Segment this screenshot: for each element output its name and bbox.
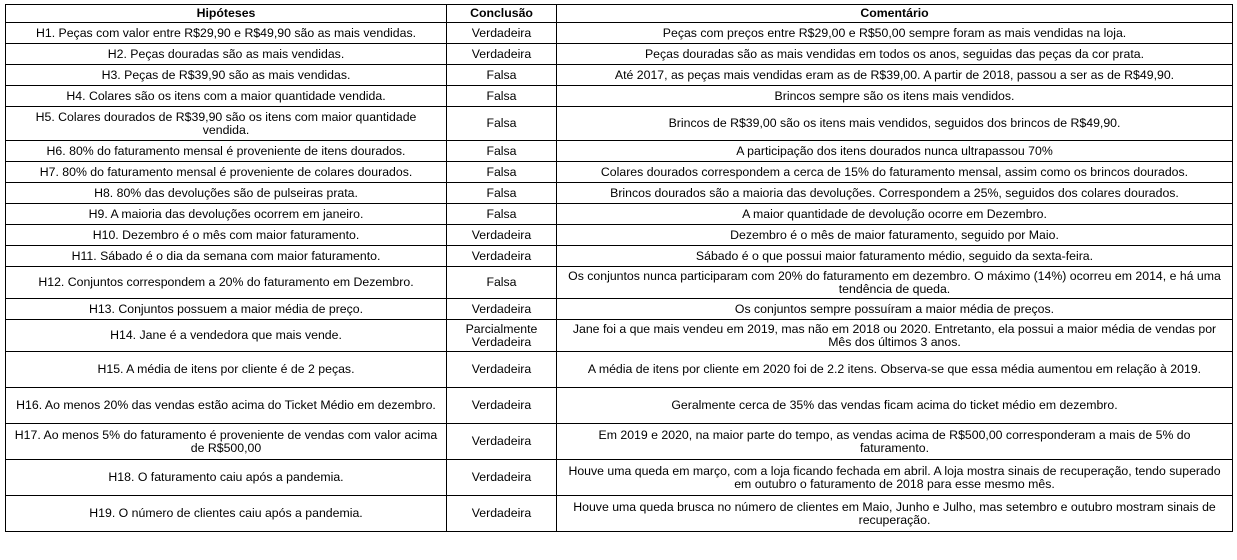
hypothesis-cell: H10. Dezembro é o mês com maior faturame…: [5, 224, 447, 246]
hypothesis-cell: H17. Ao menos 5% do faturamento é proven…: [5, 423, 447, 460]
comment-cell: Brincos sempre são os itens mais vendido…: [556, 85, 1233, 107]
hypothesis-cell: H4. Colares são os itens com a maior qua…: [5, 85, 447, 107]
header-conclusao: Conclusão: [446, 4, 557, 23]
table-row: H4. Colares são os itens com a maior qua…: [5, 85, 1233, 107]
conclusion-cell: Falsa: [446, 64, 557, 86]
conclusion-cell: Falsa: [446, 161, 557, 183]
comment-cell: A participação dos itens dourados nunca …: [556, 140, 1233, 162]
table-row: H7. 80% do faturamento mensal é provenie…: [5, 161, 1233, 183]
hypothesis-cell: H16. Ao menos 20% das vendas estão acima…: [5, 387, 447, 424]
hypothesis-cell: H5. Colares dourados de R$39,90 são os i…: [5, 106, 447, 141]
comment-cell: A média de itens por cliente em 2020 foi…: [556, 351, 1233, 388]
header-row: Hipóteses Conclusão Comentário: [5, 4, 1233, 23]
comment-cell: Houve uma queda brusca no número de clie…: [556, 495, 1233, 532]
table-row: H16. Ao menos 20% das vendas estão acima…: [5, 387, 1233, 424]
comment-cell: Jane foi a que mais vendeu em 2019, mas …: [556, 319, 1233, 352]
hypothesis-cell: H12. Conjuntos correspondem a 20% do fat…: [5, 266, 447, 299]
comment-cell: Em 2019 e 2020, na maior parte do tempo,…: [556, 423, 1233, 460]
hypothesis-cell: H14. Jane é a vendedora que mais vende.: [5, 319, 447, 352]
table-body: H1. Peças com valor entre R$29,90 e R$49…: [5, 22, 1233, 532]
table-row: H8. 80% das devoluções são de pulseiras …: [5, 182, 1233, 204]
comment-cell: Brincos dourados são a maioria das devol…: [556, 182, 1233, 204]
table-row: H9. A maioria das devoluções ocorrem em …: [5, 203, 1233, 225]
comment-cell: Geralmente cerca de 35% das vendas ficam…: [556, 387, 1233, 424]
comment-cell: Peças com preços entre R$29,00 e R$50,00…: [556, 22, 1233, 44]
conclusion-cell: Verdadeira: [446, 298, 557, 320]
conclusion-cell: Verdadeira: [446, 43, 557, 65]
conclusion-cell: Verdadeira: [446, 224, 557, 246]
header-hipoteses: Hipóteses: [5, 4, 447, 23]
comment-cell: Sábado é o que possui maior faturamento …: [556, 245, 1233, 267]
conclusion-cell: Verdadeira: [446, 423, 557, 460]
comment-cell: Até 2017, as peças mais vendidas eram as…: [556, 64, 1233, 86]
comment-cell: Os conjuntos nunca participaram com 20% …: [556, 266, 1233, 299]
table-row: H13. Conjuntos possuem a maior média de …: [5, 298, 1233, 320]
hypothesis-cell: H2. Peças douradas são as mais vendidas.: [5, 43, 447, 65]
hypothesis-cell: H3. Peças de R$39,90 são as mais vendida…: [5, 64, 447, 86]
conclusion-cell: Parcialmente Verdadeira: [446, 319, 557, 352]
hypothesis-cell: H6. 80% do faturamento mensal é provenie…: [5, 140, 447, 162]
conclusion-cell: Verdadeira: [446, 245, 557, 267]
conclusion-cell: Verdadeira: [446, 351, 557, 388]
conclusion-cell: Verdadeira: [446, 459, 557, 496]
table-header: Hipóteses Conclusão Comentário: [5, 4, 1233, 23]
table-row: H2. Peças douradas são as mais vendidas.…: [5, 43, 1233, 65]
hypothesis-cell: H1. Peças com valor entre R$29,90 e R$49…: [5, 22, 447, 44]
table-row: H17. Ao menos 5% do faturamento é proven…: [5, 423, 1233, 460]
comment-cell: Brincos de R$39,00 são os itens mais ven…: [556, 106, 1233, 141]
table-row: H18. O faturamento caiu após a pandemia.…: [5, 459, 1233, 496]
conclusion-cell: Verdadeira: [446, 387, 557, 424]
hypothesis-cell: H13. Conjuntos possuem a maior média de …: [5, 298, 447, 320]
table-row: H11. Sábado é o dia da semana com maior …: [5, 245, 1233, 267]
table-row: H5. Colares dourados de R$39,90 são os i…: [5, 106, 1233, 141]
conclusion-cell: Verdadeira: [446, 22, 557, 44]
header-comentario: Comentário: [556, 4, 1233, 23]
conclusion-cell: Verdadeira: [446, 495, 557, 532]
hypothesis-cell: H11. Sábado é o dia da semana com maior …: [5, 245, 447, 267]
comment-cell: Os conjuntos sempre possuíram a maior mé…: [556, 298, 1233, 320]
table-row: H14. Jane é a vendedora que mais vende. …: [5, 319, 1233, 352]
comment-cell: A maior quantidade de devolução ocorre e…: [556, 203, 1233, 225]
conclusion-cell: Falsa: [446, 140, 557, 162]
table-row: H6. 80% do faturamento mensal é provenie…: [5, 140, 1233, 162]
table-row: H1. Peças com valor entre R$29,90 e R$49…: [5, 22, 1233, 44]
conclusion-cell: Falsa: [446, 106, 557, 141]
hypothesis-cell: H18. O faturamento caiu após a pandemia.: [5, 459, 447, 496]
hypothesis-cell: H19. O número de clientes caiu após a pa…: [5, 495, 447, 532]
conclusion-cell: Falsa: [446, 266, 557, 299]
hypothesis-cell: H8. 80% das devoluções são de pulseiras …: [5, 182, 447, 204]
comment-cell: Houve uma queda em março, com a loja fic…: [556, 459, 1233, 496]
conclusion-cell: Falsa: [446, 85, 557, 107]
table-row: H19. O número de clientes caiu após a pa…: [5, 495, 1233, 532]
table-row: H10. Dezembro é o mês com maior faturame…: [5, 224, 1233, 246]
hypothesis-cell: H15. A média de itens por cliente é de 2…: [5, 351, 447, 388]
conclusion-cell: Falsa: [446, 182, 557, 204]
comment-cell: Peças douradas são as mais vendidas em t…: [556, 43, 1233, 65]
conclusion-cell: Falsa: [446, 203, 557, 225]
comment-cell: Colares dourados correspondem a cerca de…: [556, 161, 1233, 183]
hypotheses-table: Hipóteses Conclusão Comentário H1. Peças…: [5, 4, 1233, 532]
table-row: H3. Peças de R$39,90 são as mais vendida…: [5, 64, 1233, 86]
table-row: H12. Conjuntos correspondem a 20% do fat…: [5, 266, 1233, 299]
table-row: H15. A média de itens por cliente é de 2…: [5, 351, 1233, 388]
hypothesis-cell: H7. 80% do faturamento mensal é provenie…: [5, 161, 447, 183]
hypothesis-cell: H9. A maioria das devoluções ocorrem em …: [5, 203, 447, 225]
comment-cell: Dezembro é o mês de maior faturamento, s…: [556, 224, 1233, 246]
